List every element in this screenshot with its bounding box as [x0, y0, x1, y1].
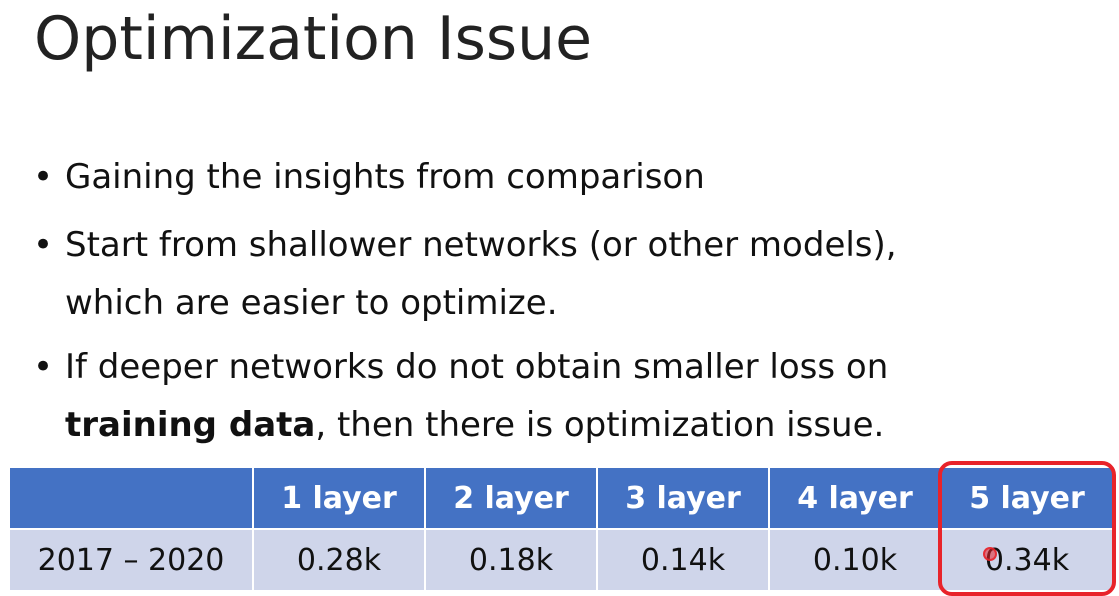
table-header-cell: 5 layer — [940, 466, 1114, 530]
results-table: 1 layer 2 layer 3 layer 4 layer 5 layer … — [8, 466, 1114, 592]
bullet-marker: • — [33, 157, 54, 197]
bullet-line: If deeper networks do not obtain smaller… — [65, 347, 889, 387]
table-cell: 0.18k — [424, 528, 598, 592]
bullet-marker: • — [33, 225, 54, 265]
bold-phrase: training data — [65, 405, 316, 445]
bullet-text: Gaining the insights from comparison — [65, 157, 705, 197]
bullet-text: Start from shallower networks (or other … — [65, 216, 897, 332]
bullet-line: training data, then there is optimizatio… — [65, 396, 888, 454]
table-cell: 0.10k — [768, 528, 942, 592]
bullet-line: which are easier to optimize. — [65, 283, 558, 323]
table-cell: 0.34k — [940, 528, 1114, 592]
table-header-cell — [8, 466, 254, 530]
table-header-cell: 2 layer — [424, 466, 598, 530]
bullet-line: Start from shallower networks (or other … — [65, 225, 897, 265]
table-cell: 0.28k — [252, 528, 426, 592]
table-header-cell: 1 layer — [252, 466, 426, 530]
table-header-cell: 4 layer — [768, 466, 942, 530]
bullet-marker: • — [33, 347, 54, 387]
slide-title: Optimization Issue — [34, 4, 593, 74]
table-row: 2017 – 2020 0.28k 0.18k 0.14k 0.10k 0.34… — [8, 528, 1114, 592]
line-rest: , then there is optimization issue. — [315, 405, 885, 445]
table-row-label: 2017 – 2020 — [8, 528, 254, 592]
table-cell: 0.14k — [596, 528, 770, 592]
bullet-text: If deeper networks do not obtain smaller… — [65, 338, 888, 454]
table-header-cell: 3 layer — [596, 466, 770, 530]
table-header-row: 1 layer 2 layer 3 layer 4 layer 5 layer — [8, 466, 1114, 530]
